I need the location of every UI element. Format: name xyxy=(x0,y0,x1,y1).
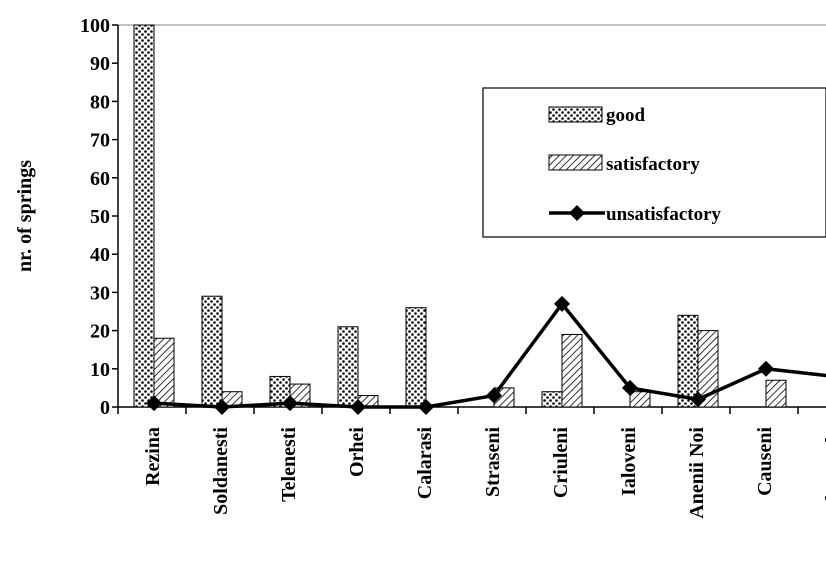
legend-label: good xyxy=(606,105,646,126)
y-tick-label: 100 xyxy=(80,15,110,37)
marker-unsatisfactory xyxy=(690,391,706,408)
marker-unsatisfactory xyxy=(554,295,570,312)
legend-swatch-good xyxy=(548,106,603,123)
x-axis: Rezina Soldanesti Telenesti Orhei Calarasi St… xyxy=(117,406,826,530)
y-tick-label: 70 xyxy=(90,130,110,152)
bars xyxy=(133,24,787,408)
bar-satisfactory xyxy=(629,391,651,408)
y-tick-label: 0 xyxy=(100,397,110,419)
marker-unsatisfactory xyxy=(758,360,774,377)
bar-good xyxy=(405,307,427,408)
bar-good xyxy=(133,24,155,408)
y-tick-label: 40 xyxy=(90,244,110,266)
line-series xyxy=(146,295,826,415)
x-category-label: Anenii Noi xyxy=(686,427,708,519)
bar-good xyxy=(541,391,563,408)
marker-unsatisfactory xyxy=(282,395,298,412)
y-tick-label: 80 xyxy=(90,91,110,113)
legend-label: unsatisfactory xyxy=(606,204,722,225)
x-category-label: Calarasi xyxy=(414,427,436,500)
x-category-label: Telenesti xyxy=(278,427,300,502)
x-category-label: Criuleni xyxy=(550,427,572,499)
y-tick-label: 90 xyxy=(90,53,110,75)
marker-unsatisfactory xyxy=(146,395,162,412)
x-category-label: Soldanesti xyxy=(210,427,232,515)
bar-good xyxy=(677,314,699,408)
legend-swatch-satisfactory xyxy=(548,154,603,171)
y-tick-label: 60 xyxy=(90,168,110,190)
line-unsatisfactory xyxy=(153,302,826,409)
x-category-label: Straseni xyxy=(482,427,504,497)
marker-unsatisfactory xyxy=(350,399,366,415)
x-category-label: Rezina xyxy=(142,427,164,486)
bar-good xyxy=(201,295,223,408)
bar-satisfactory xyxy=(697,330,719,408)
marker-unsatisfactory xyxy=(622,379,638,396)
x-category-label: Ialoveni xyxy=(618,427,640,496)
bar-satisfactory xyxy=(765,379,787,408)
legend-label: satisfactory xyxy=(606,154,700,175)
y-tick-label: 30 xyxy=(90,282,110,304)
marker-unsatisfactory xyxy=(418,399,434,415)
y-axis: 0 10 20 30 40 50 60 70 80 90 100 xyxy=(80,15,119,419)
y-tick-label: 10 xyxy=(90,359,110,381)
bar-good xyxy=(337,326,359,408)
marker-unsatisfactory xyxy=(486,387,502,404)
y-axis-title: nr. of springs xyxy=(14,160,36,272)
bar-satisfactory xyxy=(153,337,175,408)
legend-box xyxy=(482,87,826,238)
x-category-label: Causeni xyxy=(754,427,776,496)
legend-swatch-marker xyxy=(569,205,585,221)
marker-unsatisfactory xyxy=(214,399,230,415)
x-category-label: Orhei xyxy=(346,427,368,477)
y-tick-label: 20 xyxy=(90,321,110,343)
y-tick-label: 50 xyxy=(90,206,110,228)
legend: good satisfactory unsatisfactory xyxy=(482,87,826,238)
x-category-label: Stefan Voda xyxy=(822,427,826,530)
bar-satisfactory xyxy=(561,333,583,408)
